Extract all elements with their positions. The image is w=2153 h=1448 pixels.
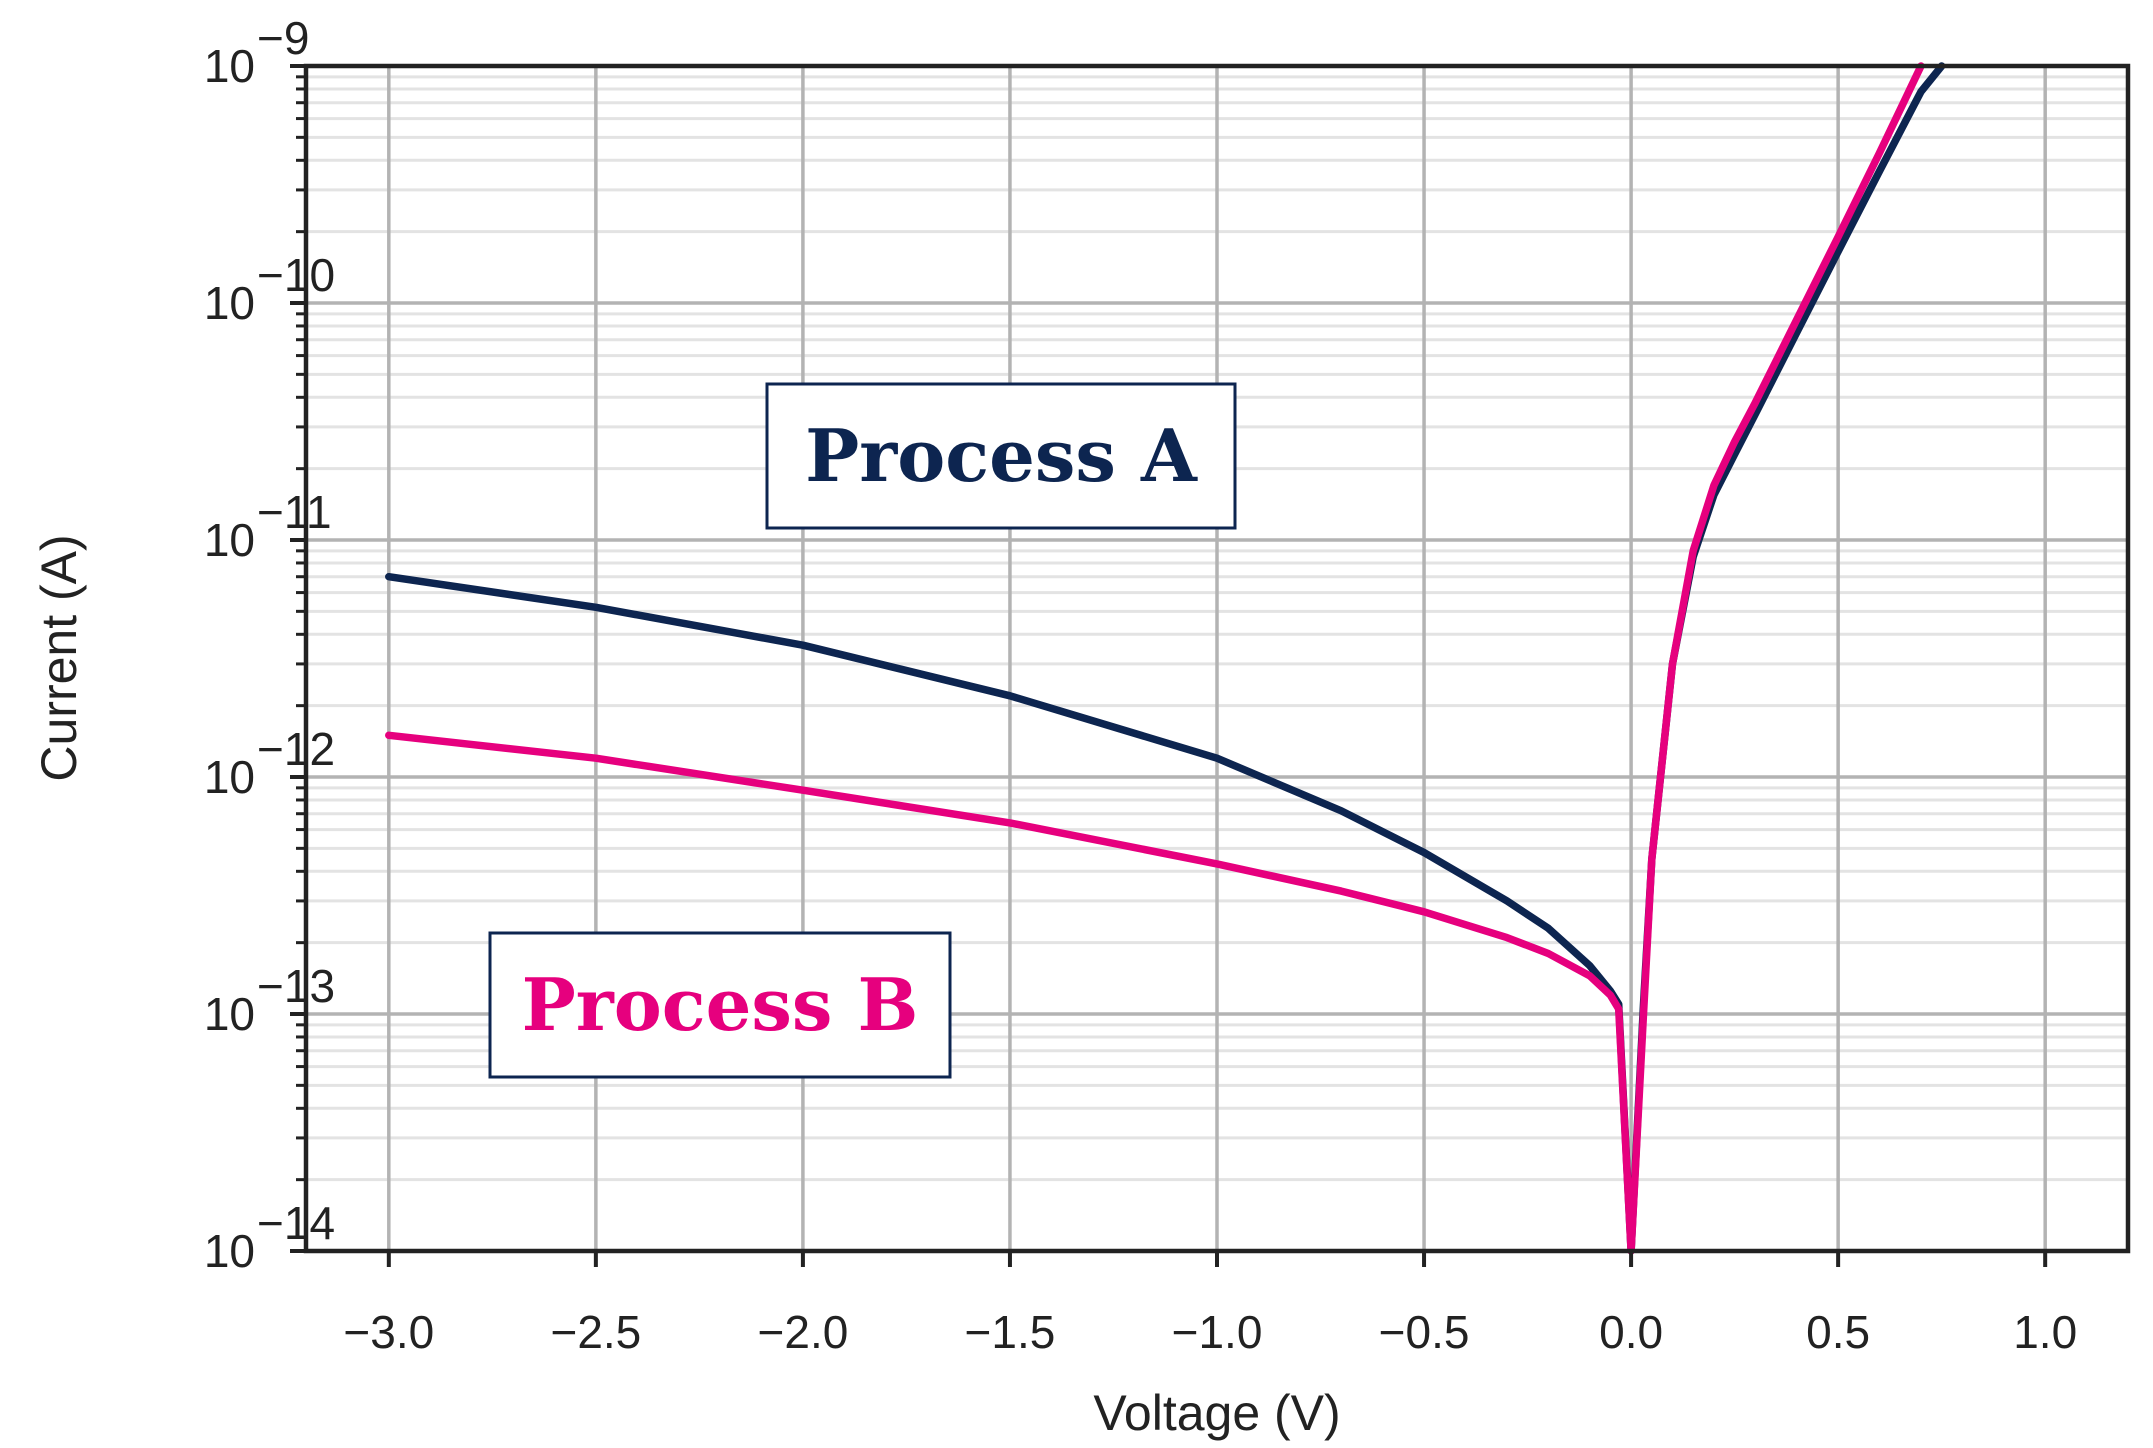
y-tick-exponent: −13 <box>257 960 335 1012</box>
y-tick-exponent: −14 <box>257 1197 335 1249</box>
x-tick-label: 0.5 <box>1806 1306 1870 1358</box>
x-tick-label: −2.0 <box>758 1306 849 1358</box>
axis-ticks <box>290 64 2048 1267</box>
x-axis-title: Voltage (V) <box>1093 1385 1340 1441</box>
y-tick-exponent: −11 <box>257 486 332 538</box>
x-tick-labels: −3.0 −2.5 −2.0 −1.5 −1.0 −0.5 0.0 0.5 1.0 <box>343 1306 2077 1358</box>
series-line-process-b <box>385 62 1925 1255</box>
y-tick-label: 10 <box>204 1225 255 1277</box>
y-tick-exponent: −10 <box>257 249 335 301</box>
x-tick-label: 0.0 <box>1599 1306 1663 1358</box>
y-tick-exponent: −9 <box>257 12 309 64</box>
y-tick-label: 10 <box>204 40 255 92</box>
y-tick-label: 10 <box>204 514 255 566</box>
x-tick-label: −1.5 <box>965 1306 1056 1358</box>
y-tick-exponent: −12 <box>257 723 335 775</box>
x-tick-label: −3.0 <box>343 1306 434 1358</box>
legend-box-process-b: Process B <box>488 931 952 1079</box>
y-tick-label: 10 <box>204 751 255 803</box>
x-tick-label: −1.0 <box>1172 1306 1263 1358</box>
legend-box-process-b-frame <box>488 931 952 1079</box>
x-tick-label: −0.5 <box>1379 1306 1470 1358</box>
legend-label-process-b: Process B <box>522 962 919 1047</box>
legend-box-process-a: Process A <box>765 382 1237 530</box>
major-grid <box>306 64 2128 1253</box>
x-tick-label: −2.5 <box>550 1306 641 1358</box>
y-tick-label: 10 <box>204 277 255 329</box>
y-axis-title: Current (A) <box>31 534 87 781</box>
legend-box-process-a-frame <box>765 382 1237 530</box>
legend-label-process-a: Process A <box>805 413 1198 498</box>
x-tick-label: 1.0 <box>2013 1306 2077 1358</box>
y-tick-label: 10 <box>204 988 255 1040</box>
